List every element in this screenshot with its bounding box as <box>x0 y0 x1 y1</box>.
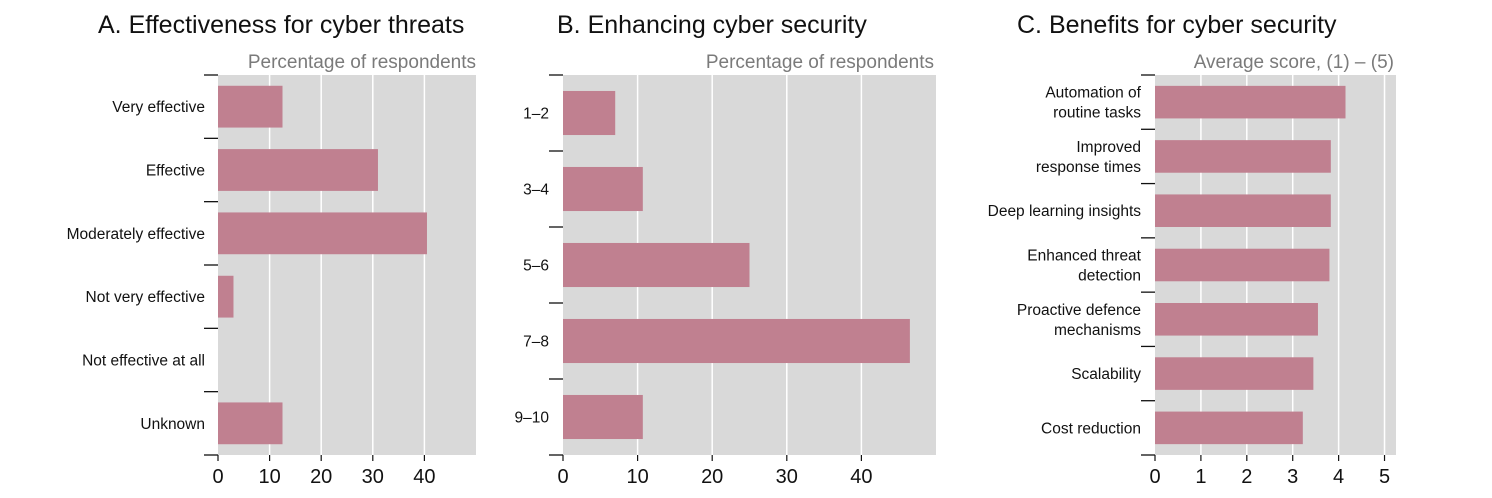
x-tick-label: 0 <box>1149 466 1160 488</box>
x-tick-label: 0 <box>557 466 568 488</box>
x-tick-label: 10 <box>258 466 280 488</box>
bar <box>1155 194 1331 227</box>
bar <box>563 318 910 364</box>
bar <box>218 402 283 445</box>
x-tick-label: 1 <box>1195 466 1206 488</box>
panel-0: A. Effectiveness for cyber threats Percen… <box>67 11 476 488</box>
category-label: 3–4 <box>523 182 549 199</box>
category-label: 5–6 <box>523 258 549 275</box>
panel-title: B. Enhancing cyber security <box>557 11 867 39</box>
category-label: Cost reduction <box>1041 420 1141 437</box>
bar <box>1155 303 1318 336</box>
category-label: Unknown <box>140 416 205 433</box>
category-label: Automation of routine tasks <box>1045 85 1141 122</box>
x-tick-label: 30 <box>776 466 798 488</box>
x-tick-label: 0 <box>212 466 223 488</box>
x-tick-label: 20 <box>310 466 332 488</box>
category-label: 1–2 <box>523 106 549 123</box>
category-label: Very effective <box>112 99 205 116</box>
unit-label: Percentage of respondents <box>248 52 476 73</box>
x-tick-label: 3 <box>1287 466 1298 488</box>
panel-1: B. Enhancing cyber security Percentage of… <box>515 11 936 488</box>
bar <box>563 90 616 136</box>
x-tick-label: 10 <box>626 466 648 488</box>
category-label: Improved response times <box>1036 139 1141 176</box>
bar <box>563 242 750 288</box>
bar <box>1155 248 1330 282</box>
category-label: Moderately effective <box>67 226 205 243</box>
panel-title: A. Effectiveness for cyber threats <box>98 11 464 39</box>
category-label: Proactive defence mechanisms <box>1017 302 1141 339</box>
x-tick-label: 40 <box>413 466 435 488</box>
bar <box>1155 85 1346 119</box>
bar <box>1155 357 1314 390</box>
unit-label: Average score, (1) – (5) <box>1194 52 1394 73</box>
x-tick-label: 4 <box>1333 466 1344 488</box>
category-label: 9–10 <box>515 410 550 427</box>
bar <box>563 166 643 212</box>
bar <box>1155 140 1331 173</box>
bar <box>563 394 643 440</box>
bar <box>218 85 283 128</box>
bar <box>218 275 234 318</box>
category-label: Deep learning insights <box>988 203 1142 220</box>
x-tick-label: 20 <box>701 466 723 488</box>
bar <box>218 212 427 255</box>
x-tick-label: 40 <box>850 466 872 488</box>
panel-2: C. Benefits for cyber security Average sc… <box>988 11 1396 488</box>
bar <box>1155 411 1303 445</box>
category-label: Not very effective <box>86 289 205 306</box>
category-label: Scalability <box>1071 366 1141 383</box>
x-tick-label: 2 <box>1241 466 1252 488</box>
unit-label: Percentage of respondents <box>706 52 934 73</box>
category-label: 7–8 <box>523 334 549 351</box>
x-tick-label: 30 <box>362 466 384 488</box>
category-label: Not effective at all <box>82 353 205 370</box>
bar <box>218 149 378 191</box>
x-tick-label: 5 <box>1379 466 1390 488</box>
category-label: Enhanced threat detection <box>1027 248 1141 285</box>
panel-title: C. Benefits for cyber security <box>1017 11 1337 39</box>
plot-background <box>218 75 476 455</box>
category-label: Effective <box>146 163 205 180</box>
